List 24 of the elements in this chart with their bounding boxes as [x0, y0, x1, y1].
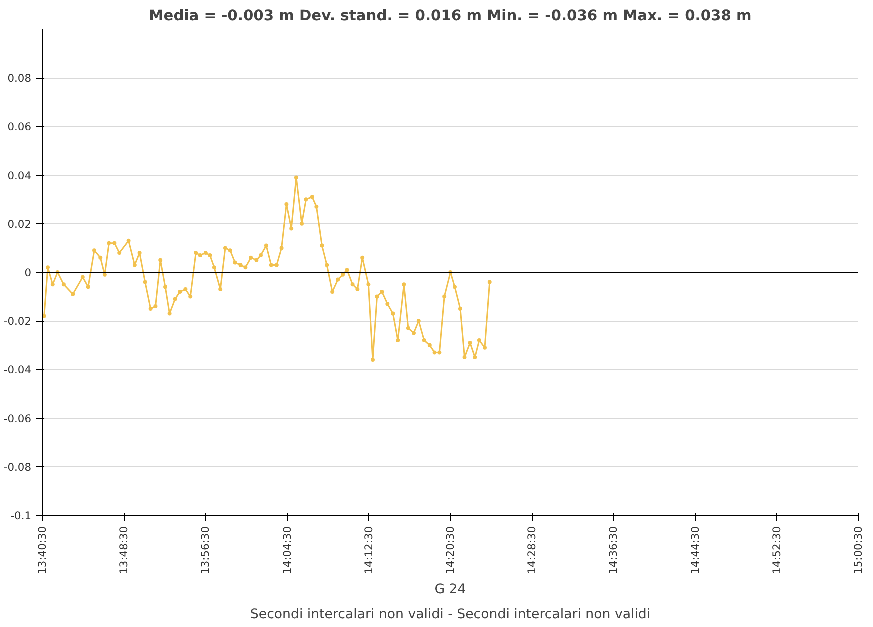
x-tick-label: 14:04:30: [280, 526, 294, 574]
text: Secondi intercalari non validi - Secondi intercalari non validi: [250, 608, 651, 622]
y-tick-label: -0.08: [4, 460, 32, 474]
y-tick-label: 0.04: [8, 169, 32, 182]
x-tick-label: 13:48:30: [118, 526, 131, 574]
y-tick-label: -0.1: [10, 510, 32, 522]
y-tick-label: -0.02: [4, 315, 32, 328]
x-tick-label: 15:00:30: [852, 526, 865, 574]
y-tick-label: 0: [24, 266, 32, 280]
y-tick-label: -0.06: [4, 412, 32, 426]
y-tick-label: 0.06: [8, 120, 32, 134]
x-tick-label: 14:44:30: [688, 526, 702, 574]
x-axis-title: G 24: [434, 582, 466, 598]
x-tick-label: 13:56:30: [199, 526, 212, 574]
y-tick-label: -0.04: [4, 364, 32, 377]
chart-title: Media = -0.003 m Dev. stand. = 0.016 m Min. = -0.036 m Max. = 0.038 m: [149, 8, 752, 24]
x-tick-label: 14:36:30: [607, 526, 620, 574]
x-tick-label: 14:12:30: [362, 526, 376, 574]
y-tick-label: 0.02: [8, 218, 32, 231]
x-tick-label: 13:40:30: [36, 526, 49, 574]
x-tick-label: 14:28:30: [526, 526, 539, 574]
y-tick-label: 0.08: [8, 72, 32, 86]
x-tick-label: 14:20:30: [444, 526, 458, 574]
x-tick-label: 14:52:30: [770, 526, 784, 574]
